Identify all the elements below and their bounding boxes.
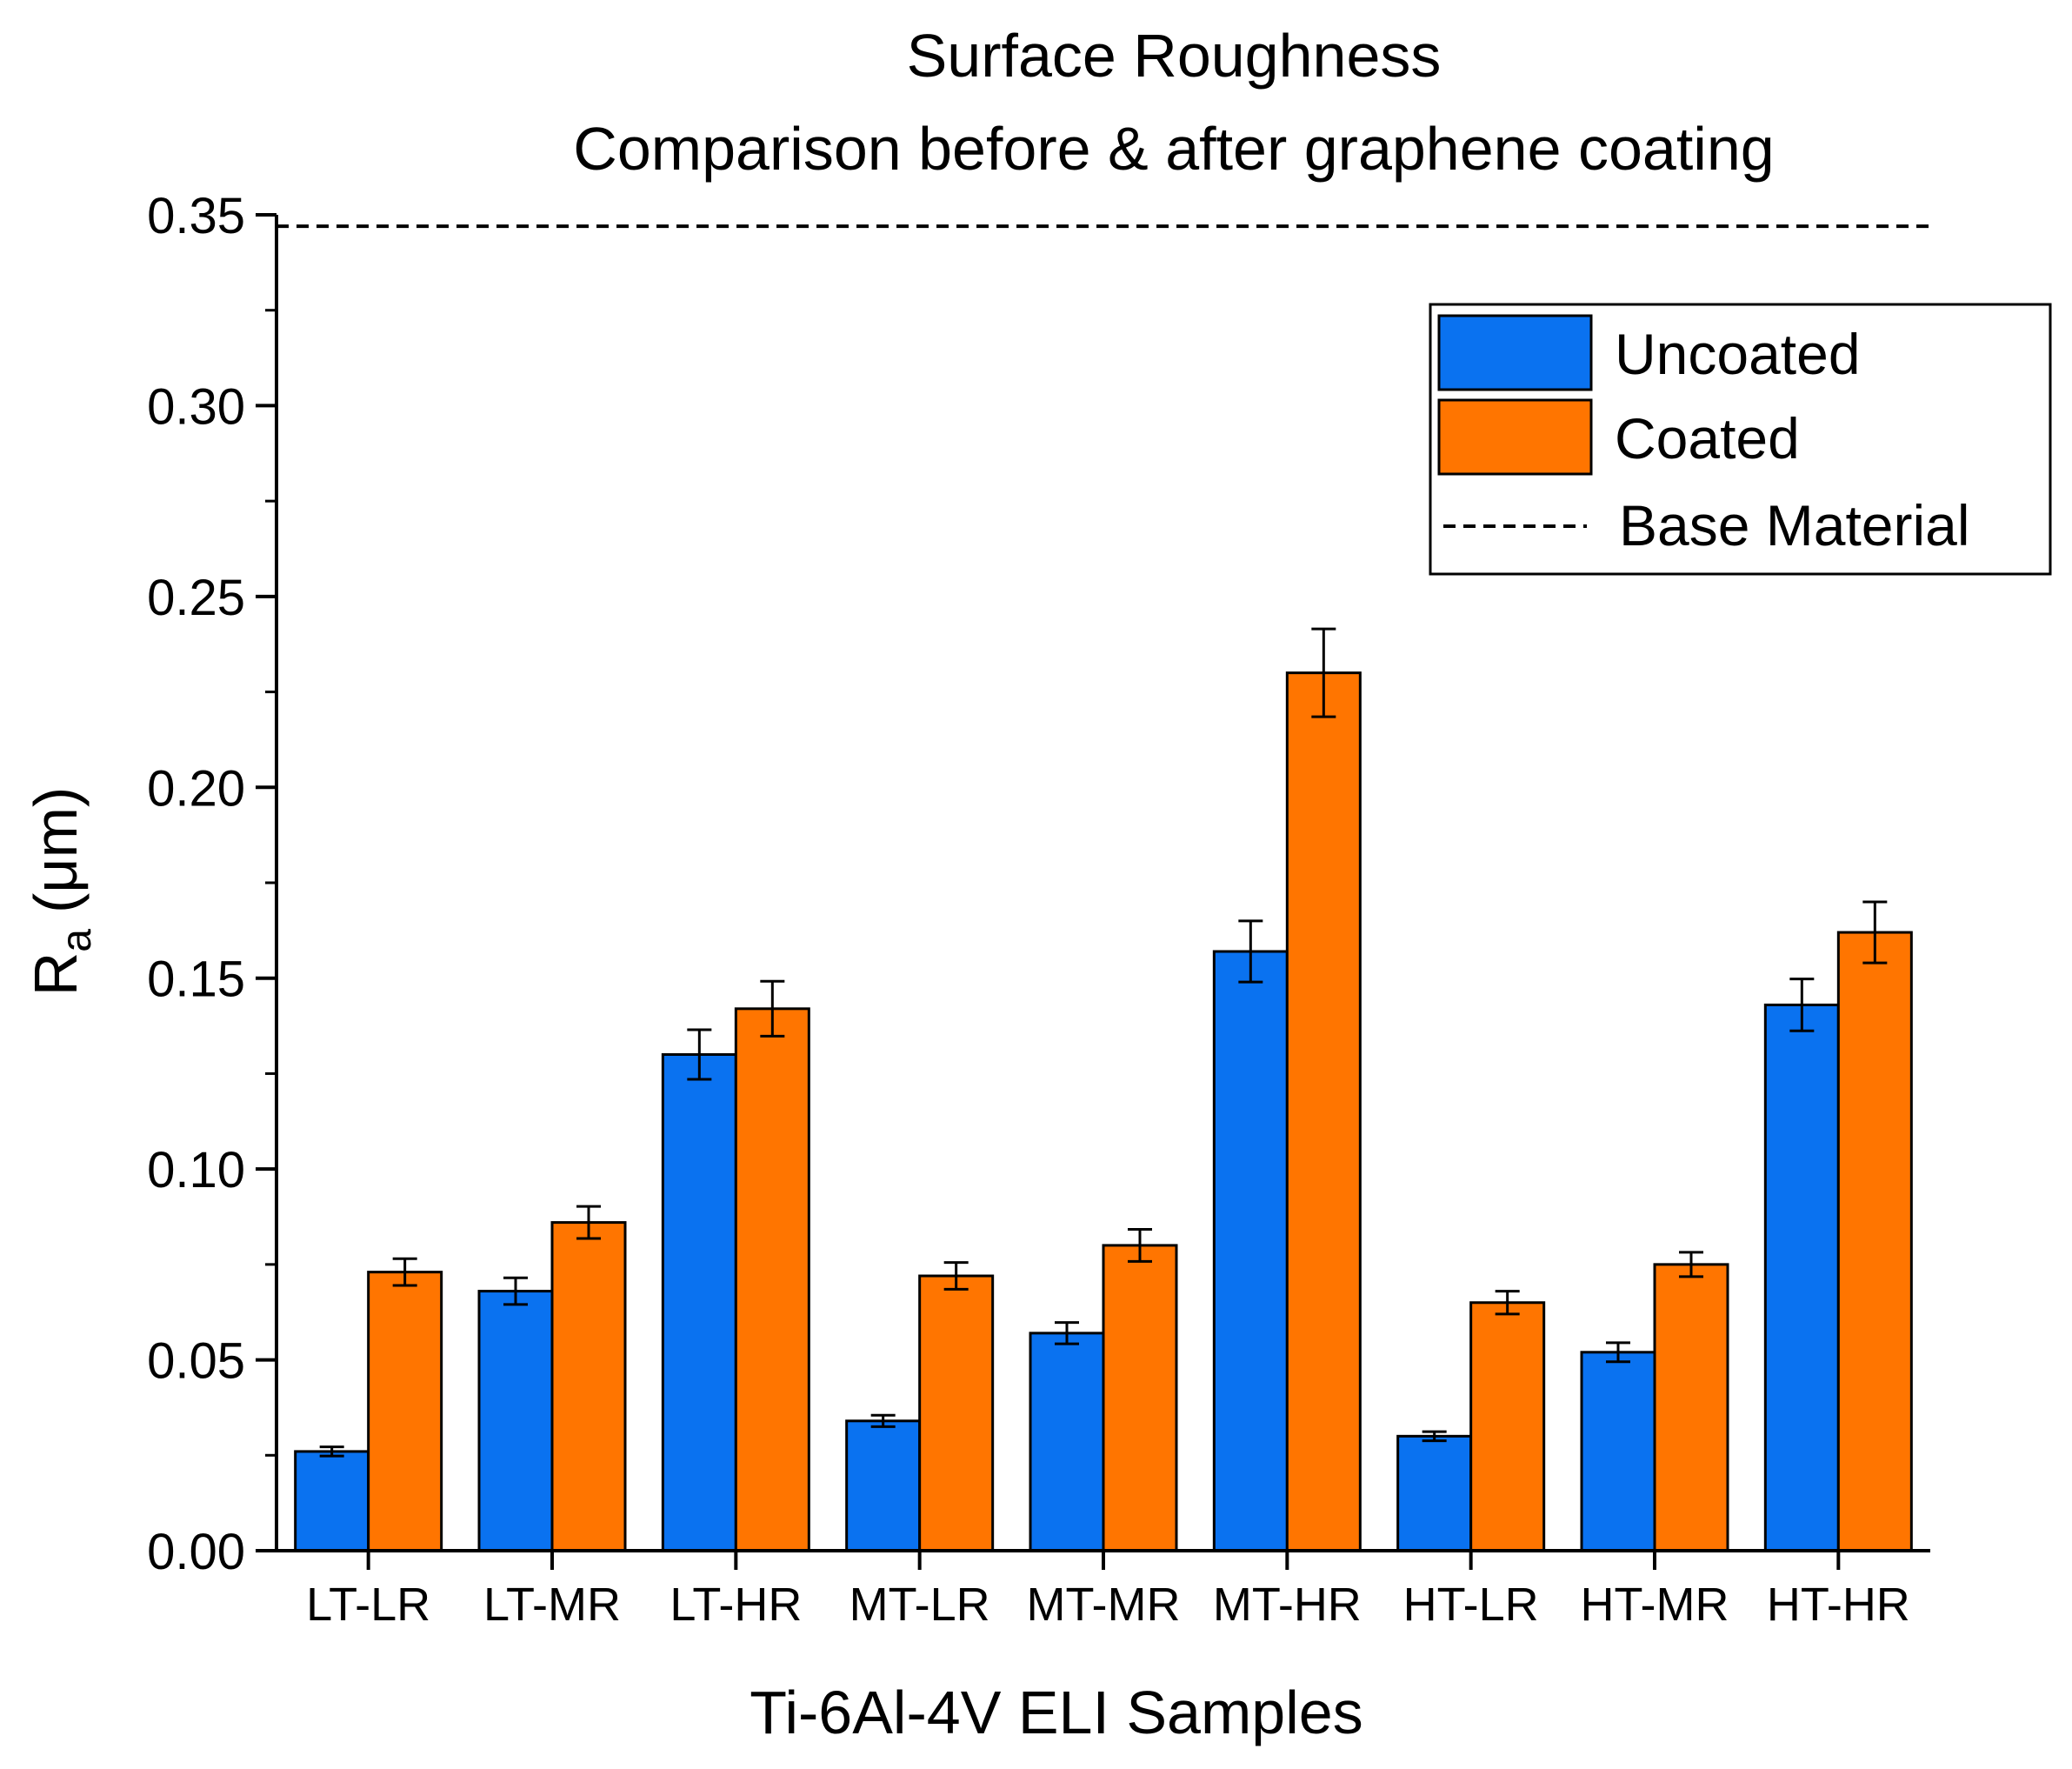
bar-uncoated xyxy=(1580,1351,1656,1552)
bar-uncoated xyxy=(845,1419,922,1552)
x-tick-label: LT-HR xyxy=(670,1579,802,1631)
legend-label-uncoated: Uncoated xyxy=(1615,322,1861,386)
legend-swatch-coated xyxy=(1437,398,1593,476)
x-tick-label: HT-MR xyxy=(1581,1579,1729,1631)
y-axis-label-sub: a xyxy=(54,929,100,952)
bar-coated xyxy=(550,1221,627,1552)
bar-uncoated xyxy=(294,1450,370,1552)
legend-swatch-uncoated xyxy=(1437,314,1593,391)
legend-label-base-material: Base Material xyxy=(1619,493,1970,557)
x-tick-label: MT-HR xyxy=(1213,1579,1362,1631)
y-tick-label: 0.20 xyxy=(147,760,245,817)
x-tick-label: LT-LR xyxy=(306,1579,430,1631)
y-tick-label: 0.15 xyxy=(147,951,245,1008)
chart-title: Surface Roughness xyxy=(907,22,1442,90)
bar-uncoated xyxy=(1396,1434,1473,1552)
x-tick-label: MT-LR xyxy=(849,1579,990,1631)
x-axis-label: Ti-6Al-4V ELI Samples xyxy=(750,1679,1362,1746)
bar-coated xyxy=(918,1274,995,1552)
bar-uncoated xyxy=(1763,1003,1840,1552)
x-tick-label: MT-MR xyxy=(1027,1579,1181,1631)
y-tick-label: 0.30 xyxy=(147,378,245,435)
bar-uncoated xyxy=(1029,1332,1105,1552)
bar-coated xyxy=(1653,1263,1729,1552)
svg-text:Ra(μm): Ra (μm) xyxy=(22,787,100,997)
x-tick-label: LT-MR xyxy=(483,1579,621,1631)
bar-coated xyxy=(1836,931,1913,1552)
plot-area: 0.00 0.05 0.10 0.15 0.20 0.25 0.30 0.35 LT-LR LT-… xyxy=(147,188,1930,1631)
legend-label-coated: Coated xyxy=(1615,406,1800,471)
x-tick-label: HT-LR xyxy=(1403,1579,1539,1631)
bar-coated xyxy=(1469,1301,1546,1552)
bar-coated xyxy=(1285,671,1362,1552)
y-axis-label-unit: (μm) xyxy=(22,787,90,913)
y-axis-label: Ra (μm) xyxy=(22,787,100,997)
bar-coated xyxy=(1102,1244,1178,1552)
bar-coated xyxy=(734,1007,810,1552)
y-axis-label-main: R xyxy=(22,952,90,997)
bar-uncoated xyxy=(1212,950,1289,1552)
y-tick-label: 0.25 xyxy=(147,570,245,626)
y-tick-label: 0.05 xyxy=(147,1333,245,1390)
x-tick-label: HT-HR xyxy=(1767,1579,1910,1631)
y-tick-label: 0.10 xyxy=(147,1142,245,1198)
chart-subtitle: Comparison before & after graphene coati… xyxy=(573,115,1774,183)
y-tick-label: 0.00 xyxy=(147,1524,245,1580)
y-tick-label: 0.35 xyxy=(147,188,245,244)
bar-uncoated xyxy=(477,1290,554,1552)
legend: Uncoated Coated Base Material xyxy=(1429,303,2052,576)
bar-uncoated xyxy=(661,1052,737,1552)
bar-coated xyxy=(367,1271,443,1552)
